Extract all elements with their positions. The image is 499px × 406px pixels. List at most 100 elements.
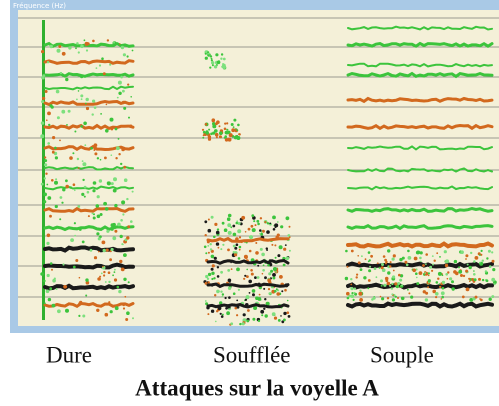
- noise: [236, 220, 239, 223]
- noise: [445, 259, 450, 264]
- noise: [253, 220, 256, 223]
- noise: [114, 203, 118, 208]
- noise: [54, 204, 58, 209]
- noise: [207, 313, 210, 316]
- noise: [113, 271, 116, 273]
- noise: [469, 298, 474, 302]
- noise: [215, 242, 220, 246]
- noise: [461, 295, 465, 299]
- noise: [381, 268, 386, 273]
- noise: [215, 136, 218, 139]
- noise: [121, 200, 126, 205]
- noise: [118, 289, 122, 294]
- noise: [227, 137, 232, 142]
- harmonic: [346, 241, 494, 249]
- noise: [93, 216, 95, 219]
- noise: [113, 41, 115, 44]
- noise: [474, 256, 479, 260]
- noise: [118, 153, 121, 156]
- noise: [398, 273, 401, 277]
- noise: [131, 190, 134, 193]
- noise: [69, 156, 73, 160]
- noise: [51, 303, 56, 308]
- noise: [271, 312, 276, 317]
- noise: [220, 270, 224, 274]
- noise: [418, 271, 423, 275]
- noise: [113, 177, 117, 182]
- noise: [264, 221, 267, 224]
- noise: [370, 254, 373, 258]
- noise: [415, 250, 420, 255]
- noise: [350, 287, 354, 291]
- noise: [433, 259, 436, 262]
- noise: [237, 222, 241, 225]
- noise: [44, 163, 48, 167]
- spectrogram: [40, 20, 497, 326]
- noise: [77, 167, 80, 170]
- noise: [386, 297, 390, 300]
- noise: [40, 182, 44, 186]
- noise: [259, 232, 261, 235]
- noise: [232, 126, 235, 128]
- noise: [45, 289, 50, 294]
- noise: [49, 287, 53, 291]
- noise: [248, 292, 251, 294]
- noise: [216, 266, 220, 269]
- noise: [238, 248, 241, 251]
- noise: [109, 258, 112, 262]
- noise: [41, 75, 45, 80]
- noise: [228, 296, 231, 299]
- noise: [106, 229, 110, 233]
- noise: [235, 221, 239, 225]
- noise: [68, 46, 72, 50]
- noise: [280, 225, 284, 229]
- noise: [288, 225, 291, 228]
- noise: [359, 289, 362, 292]
- noise: [359, 268, 363, 271]
- noise: [79, 74, 84, 79]
- noise: [259, 217, 263, 220]
- noise: [220, 57, 223, 60]
- noise: [237, 288, 240, 291]
- noise: [214, 129, 218, 133]
- harmonic: [43, 99, 135, 107]
- noise: [230, 322, 234, 326]
- noise: [211, 277, 214, 281]
- noise: [56, 116, 60, 120]
- noise: [224, 136, 227, 139]
- noise: [46, 61, 50, 64]
- noise: [440, 291, 445, 296]
- noise: [95, 204, 100, 208]
- noise: [113, 304, 116, 307]
- noise: [65, 184, 69, 189]
- noise: [449, 277, 453, 281]
- noise: [473, 270, 475, 272]
- noise: [96, 195, 100, 199]
- noise: [120, 75, 123, 79]
- noise: [392, 269, 395, 272]
- noise: [282, 263, 286, 267]
- noise: [261, 272, 264, 275]
- noise: [59, 71, 63, 75]
- noise: [211, 271, 215, 275]
- noise: [53, 277, 56, 280]
- noise: [85, 49, 89, 52]
- noise: [440, 298, 443, 300]
- noise: [419, 251, 423, 255]
- noise: [92, 99, 96, 103]
- noise: [389, 261, 392, 264]
- noise: [204, 123, 208, 126]
- noise: [241, 322, 245, 326]
- noise: [105, 103, 108, 106]
- axis-label: Fréquence (Hz): [13, 2, 66, 10]
- noise: [76, 98, 78, 101]
- noise: [263, 307, 266, 310]
- noise: [236, 129, 239, 132]
- harmonic: [346, 206, 494, 213]
- noise: [117, 222, 121, 227]
- noise: [126, 55, 129, 58]
- noise: [250, 272, 254, 276]
- noise: [59, 139, 61, 142]
- noise: [276, 292, 281, 296]
- noise: [221, 293, 225, 296]
